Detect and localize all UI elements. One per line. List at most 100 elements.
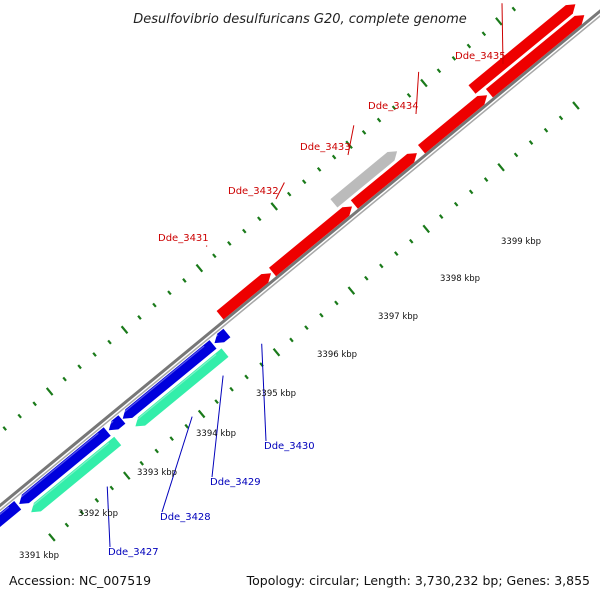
reverse-gene-dde-3428[interactable]	[19, 427, 111, 504]
minor-tick	[451, 55, 457, 61]
gene-label-dde-3430: Dde_3430	[264, 441, 315, 452]
minor-tick	[169, 436, 174, 442]
minor-tick	[77, 364, 82, 370]
minor-tick	[379, 263, 384, 269]
feature-highlight	[468, 3, 566, 85]
kbp-label: 3393 kbp	[137, 468, 177, 478]
minor-tick	[289, 337, 294, 343]
feature-highlight	[329, 150, 388, 198]
gene-leader-line	[501, 3, 504, 65]
minor-tick	[558, 115, 564, 121]
gene-labels: Dde_3431 Dde_3432 Dde_3433 Dde_3434 Dde_3435…	[106, 3, 506, 558]
forward-gene-dde-3435[interactable]	[485, 15, 585, 98]
minor-tick	[304, 325, 309, 331]
feature-highlight	[120, 345, 205, 416]
accession-text: Accession: NC_007519	[9, 573, 151, 588]
major-tick	[48, 533, 56, 542]
reverse-gene-dde-3430[interactable]	[214, 328, 231, 344]
minor-tick	[109, 485, 115, 491]
major-tick	[122, 471, 131, 480]
major-tick	[45, 387, 54, 396]
feature-highlight	[350, 152, 407, 200]
backbone-shadow-line	[0, 15, 600, 512]
major-tick	[572, 101, 580, 110]
minor-tick	[229, 386, 234, 392]
minor-tick	[453, 201, 459, 207]
minor-tick	[244, 374, 249, 380]
minor-tick	[107, 339, 112, 345]
minor-tick	[361, 130, 367, 135]
position-tick-marks	[2, 6, 580, 542]
genome-backbone	[0, 9, 600, 512]
minor-tick	[184, 423, 189, 429]
feature-highlight	[417, 94, 477, 144]
gene-leader-line	[211, 375, 224, 478]
minor-tick	[466, 43, 472, 49]
forward-gene-dde-3431[interactable]	[216, 273, 271, 320]
major-tick	[497, 162, 505, 172]
minor-tick	[511, 6, 517, 12]
gene-label-dde-3429: Dde_3429	[210, 477, 261, 488]
minor-tick	[137, 315, 142, 320]
gene-label-dde-3432: Dde_3432	[228, 186, 279, 197]
gene-label-dde-3427: Dde_3427	[108, 547, 159, 558]
gene-features[interactable]	[0, 3, 585, 536]
major-tick	[270, 202, 279, 211]
minor-tick	[92, 352, 97, 357]
minor-tick	[79, 510, 85, 516]
gene-label-dde-3428: Dde_3428	[160, 512, 211, 523]
feature-highlight	[28, 442, 110, 509]
minor-tick	[331, 154, 337, 160]
genome-title: Desulfovibrio desulfuricans G20, complet…	[133, 12, 467, 27]
minor-tick	[62, 376, 67, 382]
minor-tick	[257, 216, 262, 222]
gene-label-dde-3434: Dde_3434	[368, 101, 419, 112]
kbp-scale-labels: 3391 kbp 3392 kbp 3393 kbp 3394 kbp 3395 kbp…	[19, 237, 541, 561]
reverse-gene-dde-3430[interactable]	[108, 415, 126, 431]
major-tick	[347, 286, 356, 295]
forward-gene-dde-3433[interactable]	[330, 151, 398, 208]
reverse-gene-dde-3430[interactable]	[122, 340, 217, 419]
minor-tick	[212, 253, 217, 259]
minor-tick	[154, 448, 159, 454]
kbp-label: 3397 kbp	[378, 312, 418, 322]
minor-tick	[139, 460, 144, 466]
gene-leader-line	[275, 182, 285, 200]
reverse-gene-dde-3427[interactable]	[31, 436, 122, 513]
feature-highlight	[16, 432, 99, 501]
minor-tick	[182, 278, 187, 283]
feature-highlight	[0, 506, 10, 516]
major-tick	[345, 140, 353, 149]
minor-tick	[483, 177, 489, 182]
kbp-label: 3394 kbp	[196, 429, 236, 439]
gene-label-dde-3433: Dde_3433	[300, 142, 351, 153]
major-tick	[495, 17, 503, 26]
forward-gene-dde-3432[interactable]	[269, 206, 352, 277]
forward-gene-dde-3434[interactable]	[350, 153, 417, 209]
minor-tick	[481, 31, 487, 37]
minor-tick	[227, 241, 232, 246]
feature-highlight	[216, 272, 261, 310]
minor-tick	[406, 92, 412, 98]
kbp-label: 3399 kbp	[501, 237, 541, 247]
reverse-gene-dde-3429[interactable]	[135, 348, 229, 427]
minor-tick	[242, 228, 247, 234]
reverse-gene-dde-3430[interactable]	[0, 501, 22, 536]
feature-highlight	[212, 334, 219, 340]
minor-tick	[364, 275, 369, 281]
gene-leader-line	[347, 125, 355, 156]
minor-tick	[64, 522, 70, 528]
forward-gene-dde-3435[interactable]	[468, 4, 576, 94]
minor-tick	[543, 127, 549, 133]
minor-tick	[391, 105, 397, 111]
gene-leader-line	[261, 343, 267, 442]
minor-tick	[513, 152, 519, 158]
major-tick	[272, 348, 281, 357]
minor-tick	[301, 179, 307, 185]
minor-tick	[436, 68, 442, 74]
kbp-label: 3392 kbp	[78, 509, 118, 519]
feature-highlight	[106, 420, 114, 427]
feature-highlight	[133, 354, 217, 423]
forward-gene-dde-3434[interactable]	[418, 95, 488, 154]
